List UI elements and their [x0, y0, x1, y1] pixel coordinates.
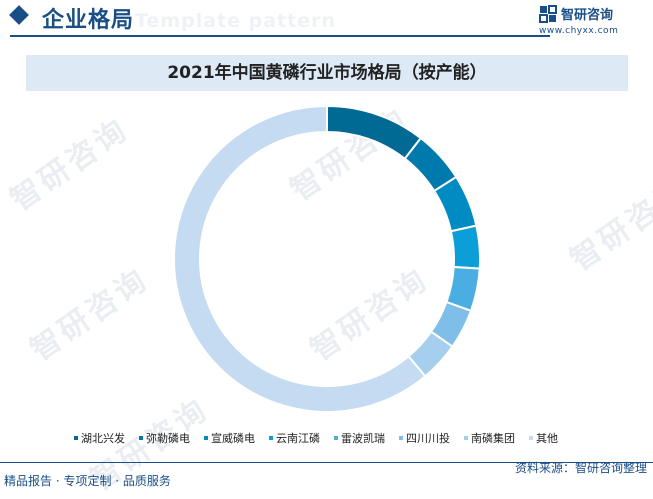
- legend-item: 湖北兴发: [74, 430, 125, 446]
- legend-swatch: [74, 436, 78, 440]
- legend-swatch: [464, 436, 468, 440]
- legend-label: 雷波凯瑞: [341, 432, 385, 445]
- legend-swatch: [139, 436, 143, 440]
- chart-title: 2021年中国黄磷行业市场格局（按产能）: [167, 63, 487, 83]
- pie-slice-8: [173, 104, 427, 413]
- brand-logo-icon: [539, 5, 557, 23]
- legend-swatch: [334, 436, 338, 440]
- legend-label: 南磷集团: [471, 432, 515, 445]
- brand: 智研咨询 www.chyxx.com: [539, 4, 639, 38]
- footer-source: 资料来源：智研咨询整理: [514, 461, 647, 475]
- brand-name: 智研咨询: [561, 8, 614, 23]
- legend-swatch: [204, 436, 208, 440]
- legend-item: 其他: [529, 430, 558, 446]
- page-header: Template pattern 企业格局 智研咨询 www.chyxx.com: [0, 0, 653, 38]
- brand-url: www.chyxx.com: [539, 26, 619, 36]
- chart-title-box: 2021年中国黄磷行业市场格局（按产能）: [26, 55, 628, 91]
- legend-label: 湖北兴发: [81, 432, 125, 445]
- legend-swatch: [269, 436, 273, 440]
- legend-label: 其他: [536, 432, 558, 445]
- legend-swatch: [529, 436, 533, 440]
- legend-item: 弥勒磷电: [139, 430, 190, 446]
- legend-item: 四川川投: [399, 430, 450, 446]
- legend-label: 宣威磷电: [211, 432, 255, 445]
- footer-divider: [0, 462, 653, 463]
- legend-item: 宣威磷电: [204, 430, 255, 446]
- legend-label: 弥勒磷电: [146, 432, 190, 445]
- pie-slice-1: [326, 104, 423, 161]
- legend-item: 雷波凯瑞: [334, 430, 385, 446]
- chart-legend: 湖北兴发 弥勒磷电 宣威磷电 云南江磷 雷波凯瑞 四川川投 南磷集团 其他: [74, 430, 634, 446]
- legend-label: 四川川投: [406, 432, 450, 445]
- pie-slice-4: [449, 224, 481, 270]
- header-ghost-text: Template pattern: [135, 10, 337, 32]
- header-divider: [10, 35, 550, 37]
- legend-item: 云南江磷: [269, 430, 320, 446]
- legend-label: 云南江磷: [276, 432, 320, 445]
- legend-swatch: [399, 436, 403, 440]
- legend-item: 南磷集团: [464, 430, 515, 446]
- page-title: 企业格局: [42, 8, 135, 33]
- footer-tagline: 精品报告 · 专项定制 · 品质服务: [4, 474, 171, 488]
